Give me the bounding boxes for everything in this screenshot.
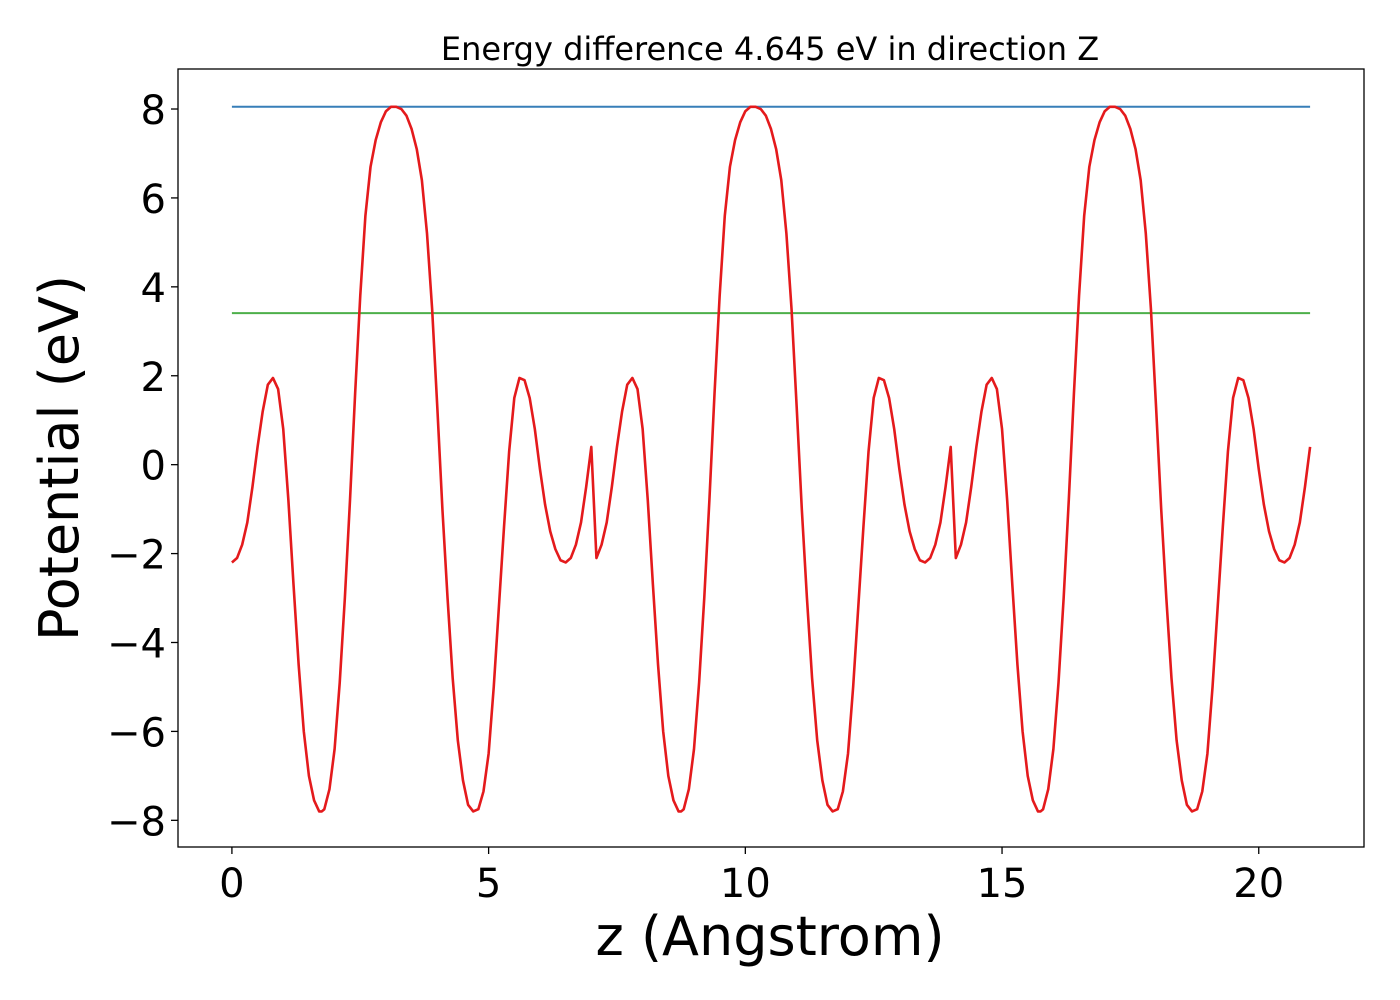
y-axis-label: Potential (eV) — [28, 275, 91, 641]
y-axis-ticks: −8 −6 −4 −2 0 2 4 6 8 — [107, 88, 178, 845]
x-tick-label: 20 — [1233, 861, 1284, 907]
y-tick-label: −8 — [107, 799, 166, 845]
y-tick-label: −6 — [107, 710, 166, 756]
x-tick-label: 5 — [476, 861, 501, 907]
chart-title: Energy difference 4.645 eV in direction … — [441, 30, 1099, 68]
x-axis-ticks: 0 5 10 15 20 — [219, 847, 1284, 907]
y-tick-label: −2 — [107, 533, 166, 579]
x-tick-label: 10 — [720, 861, 771, 907]
y-tick-label: −4 — [107, 621, 166, 667]
series-lines — [231, 105, 1312, 813]
y-tick-label: 0 — [141, 444, 166, 490]
y-tick-label: 2 — [141, 355, 166, 401]
potential-line — [231, 105, 1312, 813]
y-tick-label: 6 — [141, 177, 166, 223]
x-tick-label: 0 — [219, 861, 244, 907]
x-axis-label: z (Angstrom) — [595, 905, 944, 968]
y-tick-label: 8 — [141, 88, 166, 134]
plot-frame — [177, 68, 1365, 848]
y-tick-label: 4 — [141, 266, 166, 312]
x-tick-label: 15 — [977, 861, 1028, 907]
